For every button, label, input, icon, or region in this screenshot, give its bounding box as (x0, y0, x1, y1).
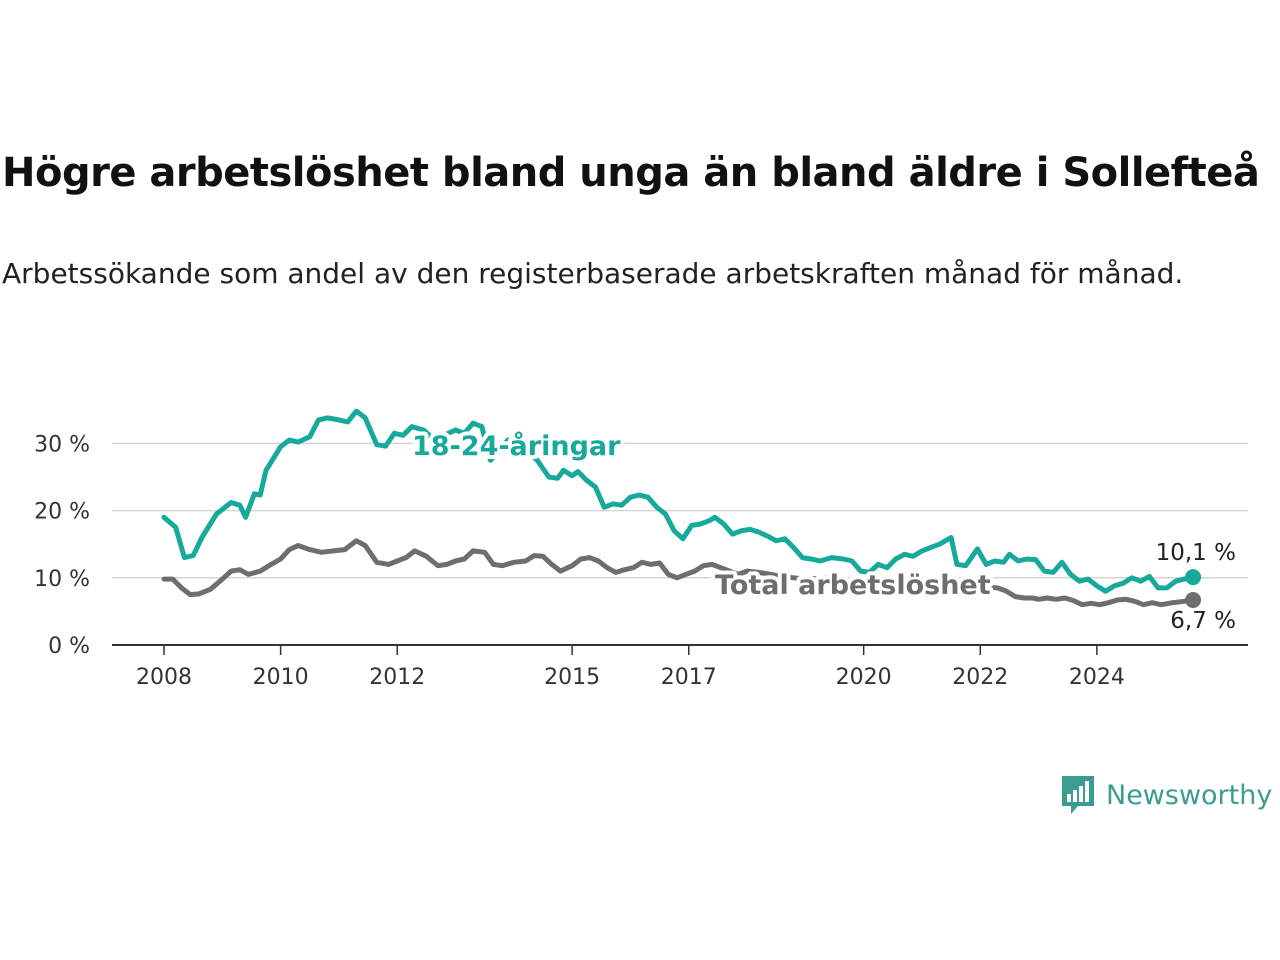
series-name-label: 18-24-åringar (412, 430, 621, 462)
series-line (161, 538, 1196, 608)
series-end-dot (1185, 591, 1202, 608)
y-tick-label: 20 % (34, 500, 90, 525)
series-lines (161, 408, 1202, 608)
x-tick-label: 2020 (836, 665, 892, 690)
x-tick-label: 2010 (253, 665, 309, 690)
y-axis: 0 % 10 % 20 % 30 % (34, 432, 90, 659)
x-tick-label: 2017 (661, 665, 717, 690)
y-tick-label: 10 % (34, 567, 90, 592)
series-labels: 10,1 % 6,7 % 18-24-åringar Total arbetslösh… (408, 426, 1239, 637)
x-tick-label: 2015 (544, 665, 600, 690)
y-tick-label: 30 % (34, 432, 90, 457)
x-axis: 2008 2010 2012 2015 2017 2020 2022 2024 (136, 645, 1125, 690)
y-tick-label: 0 % (48, 634, 90, 659)
x-tick-label: 2012 (369, 665, 425, 690)
brand-name: Newsworthy (1106, 779, 1273, 811)
series-line (161, 408, 1196, 594)
newsworthy-logo: Newsworthy (1058, 772, 1272, 818)
series-end-dot (1185, 569, 1202, 586)
x-tick-label: 2024 (1069, 665, 1125, 690)
bar-chart-speech-bubble-icon (1062, 776, 1094, 814)
series-name-label: Total arbetslöshet (715, 570, 991, 601)
series-end-label: 6,7 % (1170, 608, 1236, 634)
x-tick-label: 2022 (952, 665, 1008, 690)
chart-subtitle: Arbetssökande som andel av den registerb… (2, 257, 1184, 290)
series-end-label: 10,1 % (1156, 540, 1236, 566)
x-tick-label: 2008 (136, 665, 192, 690)
chart-title: Högre arbetslöshet bland unga än bland ä… (2, 150, 1260, 196)
